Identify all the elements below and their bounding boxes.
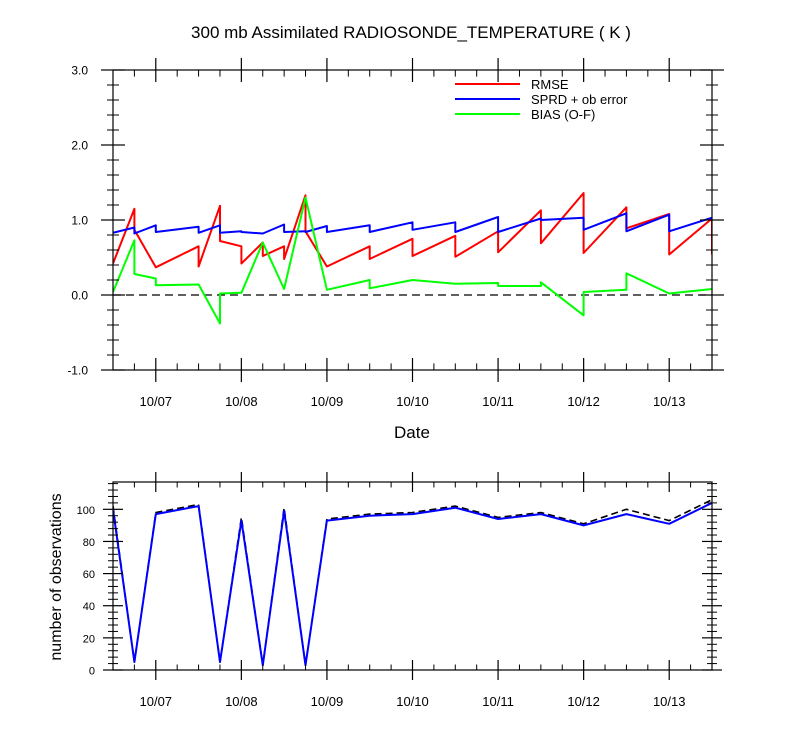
plot-frame	[112, 69, 713, 371]
series-line-possible	[113, 498, 712, 666]
x-tick-label: 10/08	[225, 394, 258, 409]
y-tick-label: 0.0	[71, 289, 88, 303]
x-tick-label: 10/12	[567, 394, 600, 409]
y-tick-label: 40	[83, 601, 95, 613]
x-tick-label: 10/09	[311, 394, 344, 409]
x-tick-label: 10/08	[225, 694, 258, 709]
legend-label: RMSE	[531, 77, 569, 92]
x-tick-label: 10/07	[140, 394, 173, 409]
y-tick-label: -1.0	[67, 364, 88, 378]
legend-label: SPRD + ob error	[531, 92, 628, 107]
legend-label: BIAS (O-F)	[531, 107, 595, 122]
y-tick-label: 3.0	[71, 64, 88, 78]
series-line-rmse	[113, 192, 712, 269]
series-line-assimilated	[113, 502, 712, 667]
x-tick-label: 10/10	[396, 694, 429, 709]
x-tick-label: 10/12	[567, 694, 600, 709]
x-tick-label: 10/13	[653, 394, 686, 409]
series-line-sprd-ob-error	[113, 212, 712, 235]
y-tick-label: 2.0	[71, 139, 88, 153]
x-tick-label: 10/10	[396, 394, 429, 409]
rmse-panel: 300 mb Assimilated RADIOSONDE_TEMPERATUR…	[67, 23, 724, 442]
series-line-bias-o-f	[113, 196, 712, 325]
y-tick-label: 60	[83, 569, 95, 581]
y-tick-label: 1.0	[71, 214, 88, 228]
y-tick-label: 80	[83, 537, 95, 549]
x-tick-label: 10/13	[653, 694, 686, 709]
y-tick-label: 100	[77, 505, 95, 517]
x-tick-label: 10/09	[311, 694, 344, 709]
x-tick-label: 10/11	[482, 694, 514, 709]
y-axis-label: number of observations	[48, 493, 65, 660]
y-tick-label: 20	[83, 633, 95, 645]
x-axis-label: Date	[394, 423, 430, 442]
y-tick-label: 0	[89, 666, 95, 678]
x-tick-label: 10/07	[140, 694, 173, 709]
x-tick-label: 10/11	[482, 394, 514, 409]
observations-panel: 10/07 10/08 10/09 10/10 10/11 10/12 10/13 0 20 40…	[48, 472, 722, 709]
chart-title: 300 mb Assimilated RADIOSONDE_TEMPERATUR…	[191, 23, 631, 42]
